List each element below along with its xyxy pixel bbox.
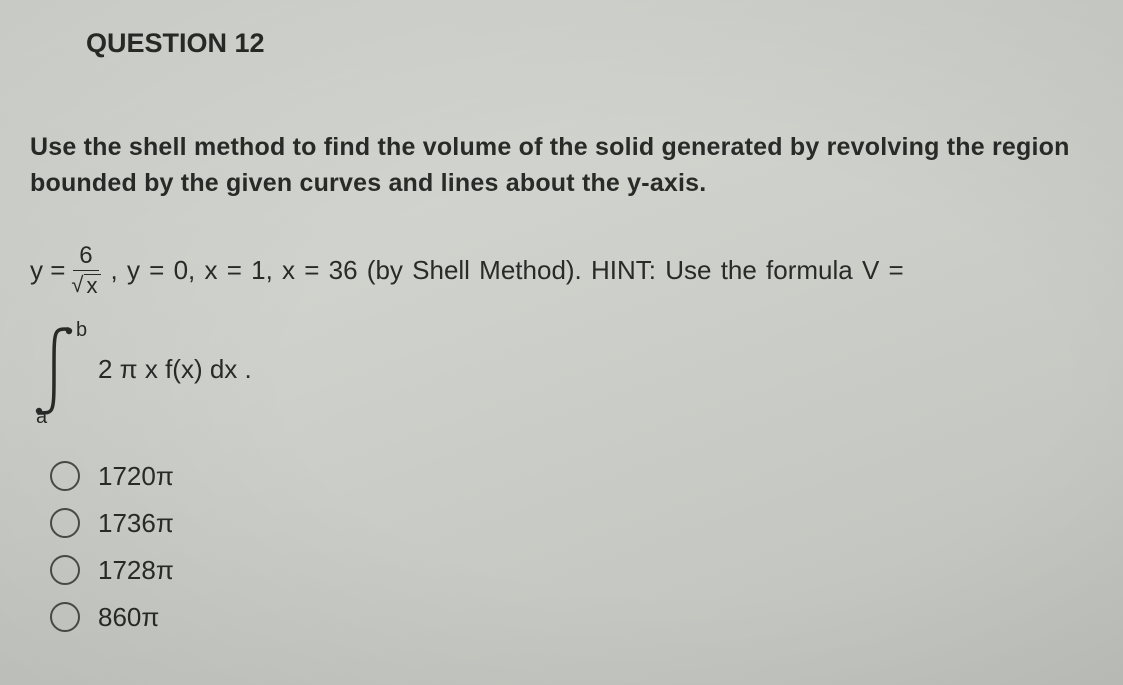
fraction-numerator: 6 bbox=[73, 244, 98, 271]
radio-option-2[interactable] bbox=[50, 508, 80, 538]
option-4: 860π bbox=[50, 602, 1093, 633]
radio-option-3[interactable] bbox=[50, 555, 80, 585]
radicand: x bbox=[84, 274, 101, 297]
radical-sign: √ bbox=[71, 274, 83, 296]
options-list: 1720π 1736π 1728π 860π bbox=[50, 461, 1093, 633]
sqrt: √ x bbox=[71, 274, 100, 297]
radio-option-4[interactable] bbox=[50, 602, 80, 632]
integral-sign: b a bbox=[30, 325, 84, 415]
integral-upper: b bbox=[76, 319, 87, 342]
integral-row: b a 2 π x f(x) dx . bbox=[30, 325, 1093, 415]
integrand: 2 π x f(x) dx . bbox=[98, 354, 252, 385]
question-panel: QUESTION 12 Use the shell method to find… bbox=[0, 0, 1123, 685]
fraction-denominator: √ x bbox=[71, 271, 100, 297]
integral-lower: a bbox=[36, 406, 47, 429]
option-4-label: 860π bbox=[98, 602, 159, 633]
option-3: 1728π bbox=[50, 555, 1093, 586]
equation-row: y = 6 √ x , y = 0, x = 1, x = 36 (by She… bbox=[30, 244, 1093, 297]
radio-option-1[interactable] bbox=[50, 461, 80, 491]
option-1: 1720π bbox=[50, 461, 1093, 492]
option-1-label: 1720π bbox=[98, 461, 174, 492]
option-2: 1736π bbox=[50, 508, 1093, 539]
option-2-label: 1736π bbox=[98, 508, 174, 539]
fraction: 6 √ x bbox=[71, 244, 100, 297]
option-3-label: 1728π bbox=[98, 555, 174, 586]
question-heading: QUESTION 12 bbox=[86, 28, 1093, 59]
equation-rest: , y = 0, x = 1, x = 36 (by Shell Method)… bbox=[111, 255, 904, 286]
question-prompt: Use the shell method to find the volume … bbox=[30, 129, 1093, 202]
equation-lead: y = bbox=[30, 255, 65, 286]
